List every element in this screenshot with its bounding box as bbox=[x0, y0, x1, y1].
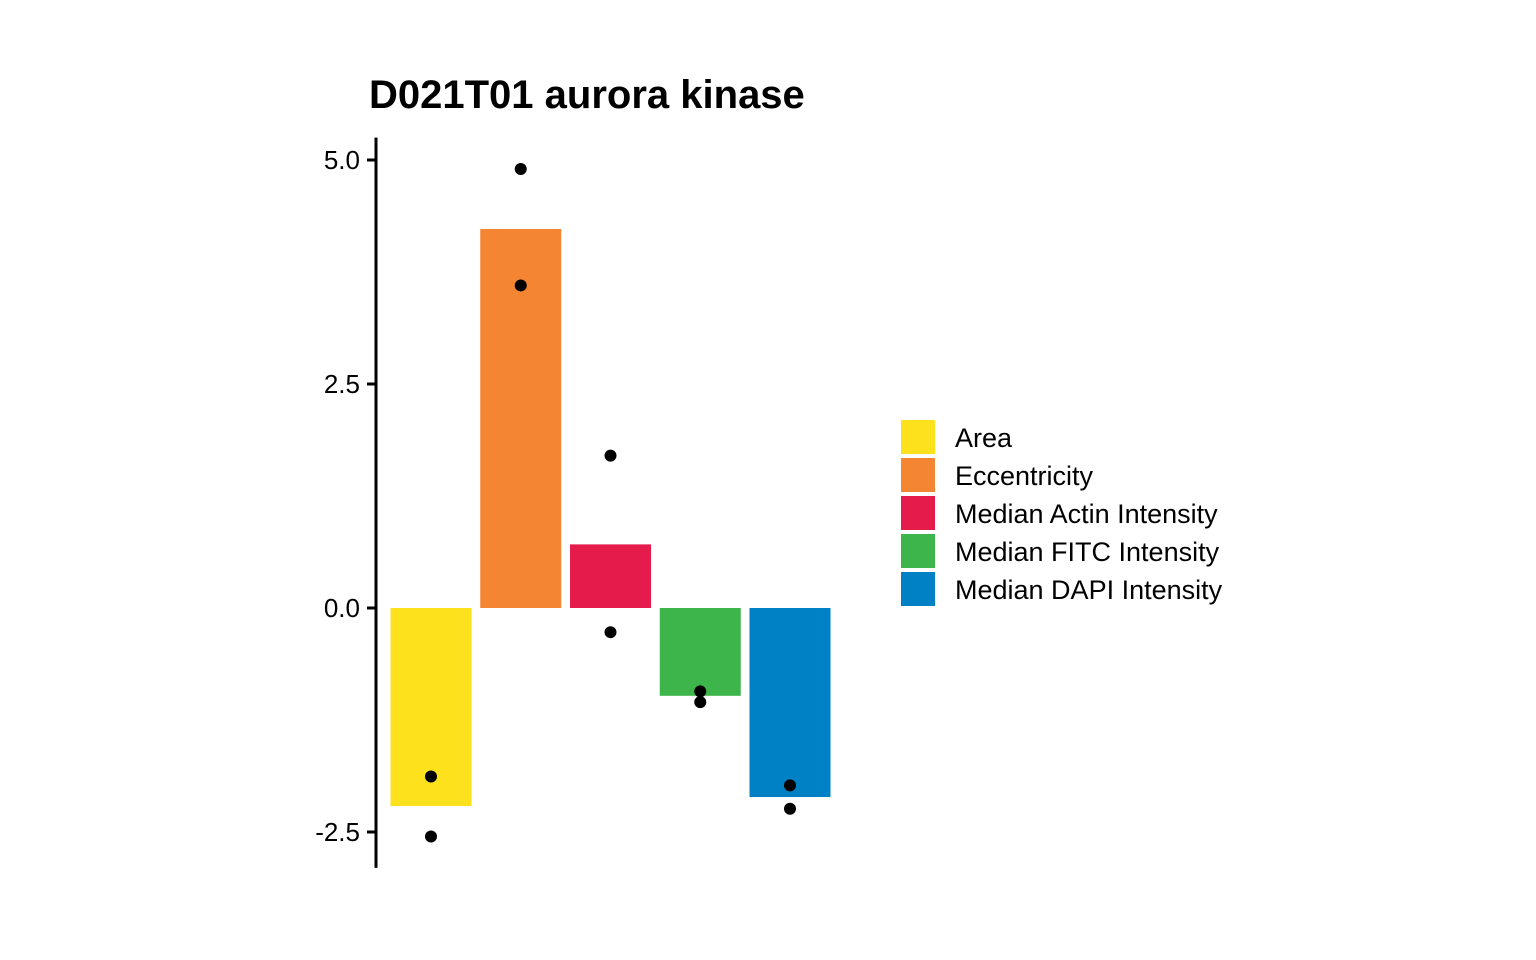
legend-key bbox=[901, 496, 935, 530]
legend-label: Median Actin Intensity bbox=[955, 499, 1218, 529]
data-point bbox=[604, 449, 617, 462]
y-tick-label: 2.5 bbox=[324, 369, 360, 399]
data-point bbox=[425, 830, 437, 843]
legend-label: Area bbox=[955, 423, 1013, 453]
legend-key bbox=[901, 572, 935, 606]
data-point bbox=[604, 626, 617, 639]
legend-label: Median FITC Intensity bbox=[955, 537, 1220, 567]
data-point bbox=[784, 779, 796, 792]
plot-area bbox=[390, 162, 831, 843]
data-point bbox=[694, 685, 707, 698]
bar-median-actin-intensity bbox=[570, 544, 651, 608]
legend-key bbox=[901, 420, 935, 454]
data-point bbox=[514, 162, 527, 175]
bar-median-fitc-intensity bbox=[659, 608, 741, 696]
y-tick-label: 5.0 bbox=[324, 145, 360, 175]
points-group bbox=[425, 162, 796, 843]
y-tick-label: 0.0 bbox=[324, 593, 360, 623]
legend: Area Eccentricity Median Actin Intensity Me… bbox=[901, 420, 1223, 606]
legend-key bbox=[901, 534, 935, 568]
bars-group bbox=[390, 228, 831, 807]
y-tick-label: -2.5 bbox=[315, 817, 360, 847]
legend-label: Eccentricity bbox=[955, 461, 1094, 491]
data-point bbox=[514, 279, 527, 292]
legend-label: Median DAPI Intensity bbox=[955, 575, 1223, 605]
data-point bbox=[784, 802, 796, 815]
y-axis-ticks: 5.0 2.5 0.0 -2.5 bbox=[315, 145, 376, 847]
bar-eccentricity bbox=[480, 228, 562, 608]
data-point bbox=[694, 696, 707, 709]
bar-median-dapi-intensity bbox=[749, 608, 831, 798]
chart-title: D021T01 aurora kinase bbox=[369, 73, 805, 117]
legend-key bbox=[901, 458, 935, 492]
data-point bbox=[425, 770, 437, 783]
